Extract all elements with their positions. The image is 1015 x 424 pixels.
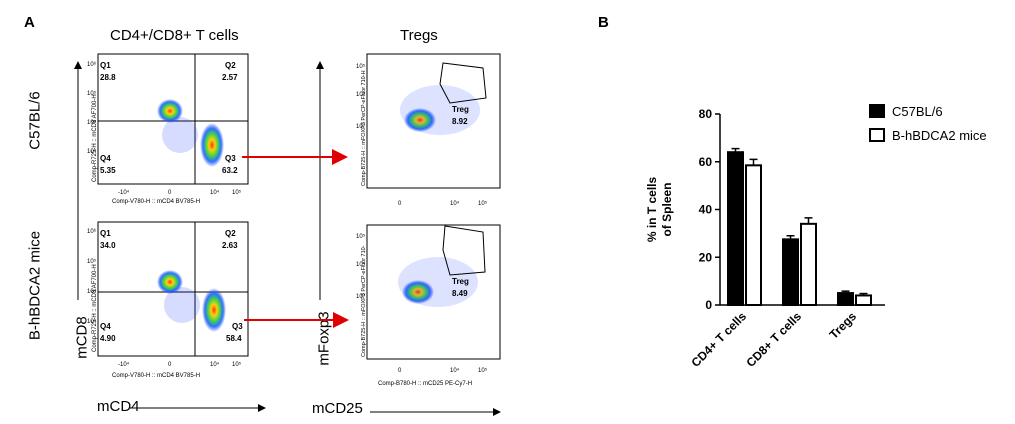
c57-treg-ytick-1e5: 10⁵	[356, 63, 366, 70]
y-axis-label-line2: of Spleen	[660, 182, 674, 236]
hbdca2-ytick-1e4: 10⁴	[87, 288, 97, 295]
hbdca2-yaxis-label: Comp-R725-H :: mCD8 AF700-H	[92, 264, 98, 352]
c57-ytick-1e3: 10³	[87, 149, 96, 155]
c57-ytick-1e6: 10⁶	[87, 61, 97, 68]
hbdca2-q1-label: Q1	[100, 229, 111, 238]
bar-hbdca2-0	[745, 164, 762, 306]
legend-label-c57: C57BL/6	[892, 104, 943, 119]
legend-swatch-hbdca2	[869, 128, 885, 142]
c57-treg-value: 8.92	[452, 117, 468, 126]
y-tick-label: 60	[699, 155, 713, 169]
flow-plot-c57-cd4cd8: Q1 28.8 Q2 2.57 Q3 63.2 Q4 5.35 10⁶ 10⁵ …	[87, 53, 249, 205]
c57-ytick-1e5: 10⁵	[87, 90, 97, 97]
c57-treg-ytick-1e3: 10³	[356, 124, 365, 130]
y-axis-label-line1: % in T cells	[645, 176, 659, 242]
hbdca2-treg-value: 8.49	[452, 289, 468, 298]
panel-a-label: A	[24, 14, 35, 31]
hbdca2-xtick-0: 0	[168, 362, 172, 368]
hbdca2-q3-value: 58.4	[226, 334, 242, 343]
flow-plot-hbdca2-treg: Treg 8.49 10⁵ 10⁴ 10³ 0 10⁴ 10⁵ Comp-B78…	[356, 224, 501, 387]
c57-treg-yaxis-label: Comp-B725-H :: mFOXP3 PerCP-eFluor 710-H	[361, 70, 367, 186]
bar-c57-1	[782, 238, 799, 306]
c57-yaxis-label: Comp-R725-H :: mCD8 AF700-H	[92, 94, 98, 182]
y-tick-label: 20	[699, 250, 713, 264]
c57-xtick-1e5: 10⁵	[232, 189, 242, 196]
hbdca2-treg-gate-label: Treg	[452, 277, 469, 286]
x-category-label: Tregs	[827, 309, 860, 342]
flow-plot-hbdca2-cd4cd8: Q1 34.0 Q2 2.63 Q3 58.4 Q4 4.90 10⁶ 10⁵ …	[87, 221, 249, 379]
x-category-label: CD4+ T cells	[689, 309, 750, 370]
hbdca2-treg-ytick-1e4: 10⁴	[356, 261, 366, 268]
bar-hbdca2-1	[800, 222, 817, 306]
hbdca2-q4-value: 4.90	[100, 334, 116, 343]
c57-xtick-0: 0	[168, 190, 172, 196]
x-axis-arrow-label-cd25: mCD25	[312, 400, 363, 417]
hbdca2-treg-yaxis-label: Comp-B725-H :: mFOXP3 PerCP-eFluor 710-	[361, 245, 367, 357]
hbdca2-treg-xaxis-label: Comp-B780-H :: mCD25 PE-Cy7-H	[378, 381, 472, 387]
c57-q3-label: Q3	[225, 154, 236, 163]
c57-treg-gate	[439, 62, 487, 104]
c57-ytick-1e4: 10⁴	[87, 119, 97, 126]
hbdca2-q4-label: Q4	[100, 322, 111, 331]
c57-q1-label: Q1	[100, 61, 111, 70]
hbdca2-treg-ytick-1e3: 10³	[356, 294, 365, 300]
y-tick-label: 80	[699, 107, 713, 121]
flow-plot-c57-treg: Treg 8.92 10⁵ 10⁴ 10³ 0 10⁴ 10⁵ Comp-B72…	[356, 53, 501, 207]
panel-a-flow-plots: Q1 28.8 Q2 2.57 Q3 63.2 Q4 5.35 10⁶ 10⁵ …	[74, 53, 501, 416]
c57-treg-xtick-0: 0	[398, 201, 402, 207]
hbdca2-q1-value: 34.0	[100, 241, 116, 250]
hbdca2-treg-xtick-1e5: 10⁵	[478, 367, 488, 374]
hbdca2-xtick-neg1e4: -10⁴	[118, 361, 130, 368]
bar-c57-2	[837, 292, 854, 306]
hbdca2-xtick-1e4: 10⁴	[210, 361, 220, 368]
c57-q3-value: 63.2	[222, 166, 238, 175]
c57-q1-value: 28.8	[100, 73, 116, 82]
hbdca2-treg-gate	[442, 225, 486, 276]
hbdca2-q2-label: Q2	[225, 229, 236, 238]
hbdca2-ytick-1e3: 10³	[87, 319, 96, 325]
col2-title: Tregs	[400, 27, 438, 44]
bar-c57-0	[727, 151, 744, 307]
bar-hbdca2-2	[855, 294, 872, 306]
hbdca2-xaxis-label: Comp-V780-H :: mCD4 BV785-H	[112, 373, 200, 379]
legend-label-hbdca2: B-hBDCA2 mice	[892, 128, 987, 143]
hbdca2-q2-value: 2.63	[222, 241, 238, 250]
c57-treg-xtick-1e5: 10⁵	[478, 200, 488, 207]
c57-q4-value: 5.35	[100, 166, 116, 175]
hbdca2-ytick-1e6: 10⁶	[87, 228, 97, 235]
c57-xtick-neg1e4: -10⁴	[118, 189, 130, 196]
c57-xtick-1e4: 10⁴	[210, 189, 220, 196]
c57-q2-label: Q2	[225, 61, 236, 70]
hbdca2-treg-ytick-1e5: 10⁵	[356, 233, 366, 240]
c57-treg-ytick-1e4: 10⁴	[356, 91, 366, 98]
c57-q4-label: Q4	[100, 154, 111, 163]
hbdca2-treg-xtick-0: 0	[398, 368, 402, 374]
col1-title: CD4+/CD8+ T cells	[110, 27, 239, 44]
hbdca2-xtick-1e5: 10⁵	[232, 361, 242, 368]
c57-q2-value: 2.57	[222, 73, 238, 82]
y-tick-label: 40	[699, 203, 713, 217]
hbdca2-treg-xtick-1e4: 10⁴	[450, 367, 460, 374]
c57-xaxis-label: Comp-V780-H :: mCD4 BV785-H	[112, 199, 200, 205]
panel-b-label: B	[598, 14, 609, 31]
legend-swatch-c57	[869, 104, 885, 118]
x-axis-arrow-label-cd4: mCD4	[97, 398, 140, 415]
hbdca2-q3-label: Q3	[232, 322, 243, 331]
y-tick-label: 0	[705, 298, 712, 312]
c57-treg-gate-label: Treg	[452, 105, 469, 114]
x-category-label: CD8+ T cells	[744, 309, 805, 370]
hbdca2-ytick-1e5: 10⁵	[87, 258, 97, 265]
c57-treg-xtick-1e4: 10⁴	[450, 200, 460, 207]
